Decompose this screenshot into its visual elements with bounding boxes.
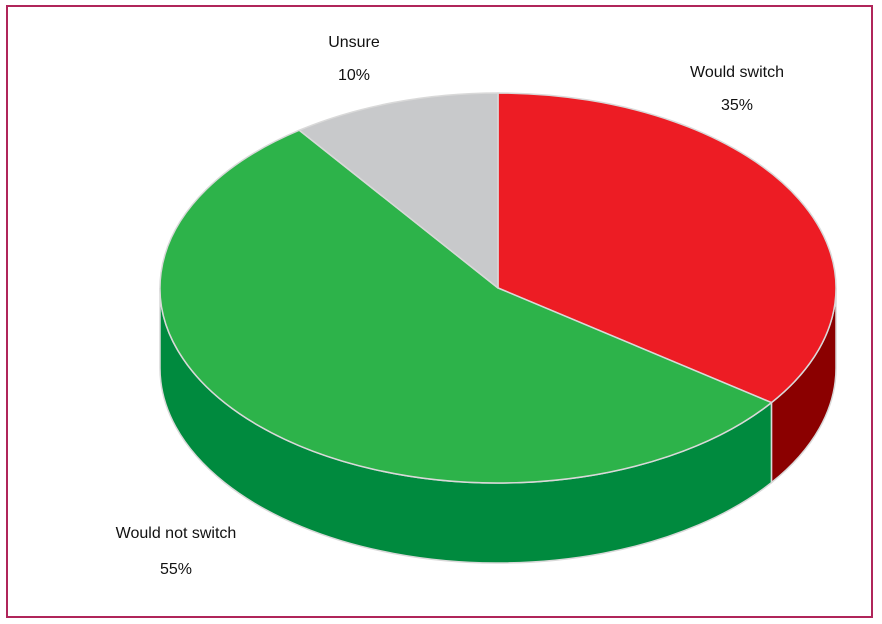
label-would-not-switch-value: 55% — [160, 561, 192, 578]
label-would-switch-value: 35% — [721, 97, 753, 114]
pie-slice-would-switch — [497, 92, 837, 404]
label-unsure-name: Unsure — [328, 34, 380, 51]
label-unsure-value: 10% — [338, 67, 370, 84]
pie-slice-would-not-switch — [159, 129, 773, 484]
label-would-not-switch-name: Would not switch — [116, 525, 237, 542]
label-would-switch-name: Would switch — [690, 64, 784, 81]
pie-tops — [159, 92, 837, 484]
pie-slice-unsure — [298, 92, 499, 289]
